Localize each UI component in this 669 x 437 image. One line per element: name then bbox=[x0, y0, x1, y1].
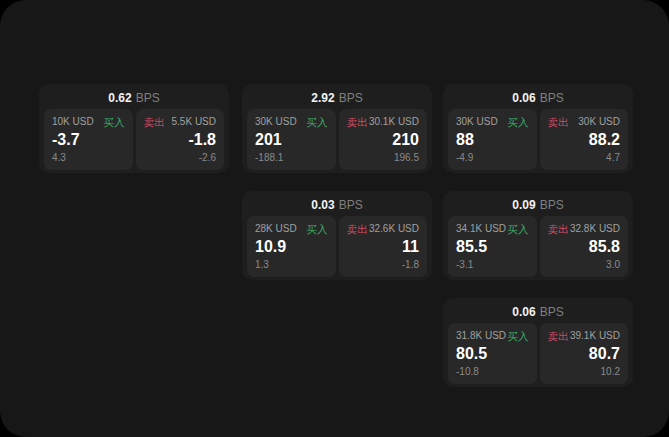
buy-panel[interactable]: 31.8K USD买入 80.5 -10.8 bbox=[448, 323, 537, 384]
sell-price: -1.8 bbox=[144, 132, 217, 148]
buy-action-label: 买入 bbox=[508, 224, 529, 235]
buy-price: 85.5 bbox=[456, 239, 529, 255]
sell-amount: 39.1K USD bbox=[570, 331, 620, 341]
quote-card: 0.03 BPS 28K USD 买入 10.9 1.3 卖出32.6K USD 11 -1.8 bbox=[242, 191, 432, 280]
buy-action-label: 买入 bbox=[307, 117, 328, 128]
bps-value: 0.09 bbox=[512, 198, 535, 212]
buy-delta: 4.3 bbox=[52, 153, 125, 163]
buy-amount: 31.8K USD bbox=[456, 331, 506, 341]
sell-price: 88.2 bbox=[548, 132, 621, 148]
quote-card: 0.62 BPS 10K USD 买入 -3.7 4.3 卖出 5.5K USD -1.8 -2.… bbox=[39, 84, 229, 173]
sell-panel[interactable]: 卖出32.8K USD 85.8 3.0 bbox=[540, 216, 629, 277]
sell-amount: 32.8K USD bbox=[570, 224, 620, 234]
buy-delta: -3.1 bbox=[456, 260, 529, 270]
bps-value: 0.06 bbox=[512, 91, 535, 105]
bps-header: 2.92 BPS bbox=[242, 84, 432, 109]
buy-panel[interactable]: 30K USD 买入 88 -4.9 bbox=[448, 109, 537, 170]
sell-panel[interactable]: 卖出 5.5K USD -1.8 -2.6 bbox=[136, 109, 225, 170]
buy-delta: 1.3 bbox=[255, 260, 328, 270]
sell-panel[interactable]: 卖出30.1K USD 210 196.5 bbox=[339, 109, 428, 170]
sell-delta: 3.0 bbox=[548, 260, 621, 270]
bps-value: 0.06 bbox=[512, 305, 535, 319]
buy-action-label: 买入 bbox=[307, 224, 328, 235]
buy-price: 80.5 bbox=[456, 346, 529, 362]
buy-price: -3.7 bbox=[52, 132, 125, 148]
sell-amount: 30.1K USD bbox=[369, 117, 419, 127]
bps-unit-label: BPS bbox=[540, 305, 564, 319]
sell-action-label: 卖出 bbox=[548, 331, 569, 342]
sell-delta: 4.7 bbox=[548, 153, 621, 163]
buy-panel[interactable]: 30K USD 买入 201 -188.1 bbox=[247, 109, 336, 170]
sell-delta: 196.5 bbox=[347, 153, 420, 163]
buy-amount: 10K USD bbox=[52, 117, 94, 127]
buy-panel[interactable]: 28K USD 买入 10.9 1.3 bbox=[247, 216, 336, 277]
bps-unit-label: BPS bbox=[339, 198, 363, 212]
sell-panel[interactable]: 卖出39.1K USD 80.7 10.2 bbox=[540, 323, 629, 384]
buy-amount: 28K USD bbox=[255, 224, 297, 234]
quote-card: 2.92 BPS 30K USD 买入 201 -188.1 卖出30.1K USD 210 1… bbox=[242, 84, 432, 173]
quote-card: 0.09 BPS 34.1K USD买入 85.5 -3.1 卖出32.8K USD 85.… bbox=[443, 191, 633, 280]
buy-amount: 30K USD bbox=[255, 117, 297, 127]
sell-delta: -1.8 bbox=[347, 260, 420, 270]
bps-header: 0.06 BPS bbox=[443, 298, 633, 323]
buy-amount: 30K USD bbox=[456, 117, 498, 127]
sell-action-label: 卖出 bbox=[347, 224, 368, 235]
buy-action-label: 买入 bbox=[508, 331, 529, 342]
sell-panel[interactable]: 卖出 30K USD 88.2 4.7 bbox=[540, 109, 629, 170]
sell-price: 85.8 bbox=[548, 239, 621, 255]
buy-delta: -188.1 bbox=[255, 153, 328, 163]
buy-price: 201 bbox=[255, 132, 328, 148]
bps-unit-label: BPS bbox=[540, 198, 564, 212]
quote-card: 0.06 BPS 30K USD 买入 88 -4.9 卖出 30K USD 88.2 4.7 bbox=[443, 84, 633, 173]
bps-header: 0.62 BPS bbox=[39, 84, 229, 109]
buy-price: 88 bbox=[456, 132, 529, 148]
bps-header: 0.03 BPS bbox=[242, 191, 432, 216]
sell-action-label: 卖出 bbox=[548, 224, 569, 235]
sell-panel[interactable]: 卖出32.6K USD 11 -1.8 bbox=[339, 216, 428, 277]
sell-delta: -2.6 bbox=[144, 153, 217, 163]
bps-unit-label: BPS bbox=[540, 91, 564, 105]
bps-unit-label: BPS bbox=[339, 91, 363, 105]
buy-delta: -10.8 bbox=[456, 367, 529, 377]
bps-header: 0.06 BPS bbox=[443, 84, 633, 109]
sell-price: 210 bbox=[347, 132, 420, 148]
bps-value: 0.03 bbox=[311, 198, 334, 212]
bps-value: 0.62 bbox=[108, 91, 131, 105]
sell-price: 80.7 bbox=[548, 346, 621, 362]
buy-price: 10.9 bbox=[255, 239, 328, 255]
sell-amount: 30K USD bbox=[578, 117, 620, 127]
sell-action-label: 卖出 bbox=[548, 117, 569, 128]
buy-amount: 34.1K USD bbox=[456, 224, 506, 234]
buy-panel[interactable]: 10K USD 买入 -3.7 4.3 bbox=[44, 109, 133, 170]
sell-action-label: 卖出 bbox=[347, 117, 368, 128]
buy-panel[interactable]: 34.1K USD买入 85.5 -3.1 bbox=[448, 216, 537, 277]
sell-price: 11 bbox=[347, 239, 420, 255]
sell-amount: 5.5K USD bbox=[172, 117, 216, 127]
sell-delta: 10.2 bbox=[548, 367, 621, 377]
bps-header: 0.09 BPS bbox=[443, 191, 633, 216]
bps-unit-label: BPS bbox=[136, 91, 160, 105]
buy-action-label: 买入 bbox=[104, 117, 125, 128]
sell-action-label: 卖出 bbox=[144, 117, 165, 128]
sell-amount: 32.6K USD bbox=[369, 224, 419, 234]
bps-value: 2.92 bbox=[311, 91, 334, 105]
buy-delta: -4.9 bbox=[456, 153, 529, 163]
quote-card: 0.06 BPS 31.8K USD买入 80.5 -10.8 卖出39.1K USD 80… bbox=[443, 298, 633, 387]
buy-action-label: 买入 bbox=[508, 117, 529, 128]
